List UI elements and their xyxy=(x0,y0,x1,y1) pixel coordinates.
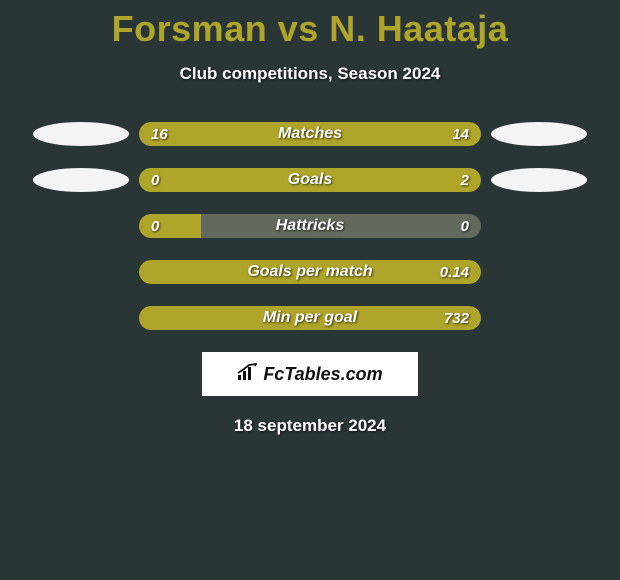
stat-label: Hattricks xyxy=(139,214,481,238)
page-subtitle: Club competitions, Season 2024 xyxy=(0,64,620,84)
stat-bar: 0 Hattricks 0 xyxy=(139,214,481,238)
left-icon-slot xyxy=(31,122,131,146)
stat-row: 0 Goals 2 xyxy=(0,168,620,192)
ball-icon xyxy=(491,122,587,146)
stat-label: Min per goal xyxy=(139,306,481,330)
stat-bar: Min per goal 732 xyxy=(139,306,481,330)
right-icon-slot xyxy=(489,122,589,146)
logo-text: FcTables.com xyxy=(263,364,382,385)
stat-bar: 0 Goals 2 xyxy=(139,168,481,192)
stat-row: Goals per match 0.14 xyxy=(0,260,620,284)
stat-right-value: 2 xyxy=(461,168,469,192)
page-title: Forsman vs N. Haataja xyxy=(0,0,620,50)
stat-right-value: 732 xyxy=(444,306,469,330)
stat-label: Matches xyxy=(139,122,481,146)
stat-row: 16 Matches 14 xyxy=(0,122,620,146)
logo: FcTables.com xyxy=(237,363,382,386)
stat-right-value: 0.14 xyxy=(440,260,469,284)
stat-right-value: 14 xyxy=(452,122,469,146)
stats-rows: 16 Matches 14 0 Goals 2 0 xyxy=(0,122,620,330)
ball-icon xyxy=(33,168,129,192)
stat-row: Min per goal 732 xyxy=(0,306,620,330)
stat-bar: 16 Matches 14 xyxy=(139,122,481,146)
ball-icon xyxy=(33,122,129,146)
stat-label: Goals xyxy=(139,168,481,192)
left-icon-slot xyxy=(31,168,131,192)
right-icon-slot xyxy=(489,168,589,192)
footer-date: 18 september 2024 xyxy=(0,416,620,436)
chart-icon xyxy=(237,363,259,386)
stat-row: 0 Hattricks 0 xyxy=(0,214,620,238)
logo-box: FcTables.com xyxy=(202,352,418,396)
stat-label: Goals per match xyxy=(139,260,481,284)
ball-icon xyxy=(491,168,587,192)
stat-bar: Goals per match 0.14 xyxy=(139,260,481,284)
stat-right-value: 0 xyxy=(461,214,469,238)
